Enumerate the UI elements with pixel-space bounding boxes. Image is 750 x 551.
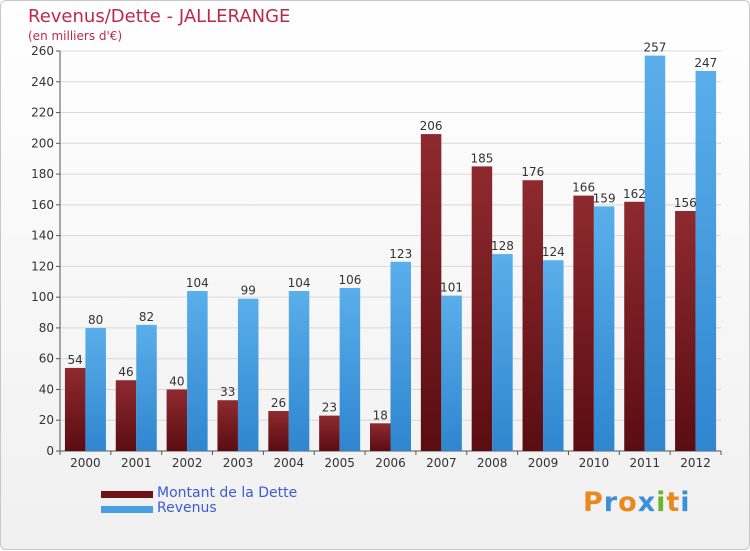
bar-revenus (187, 291, 208, 451)
y-tick-label: 140 (31, 229, 54, 243)
bar-revenus (85, 327, 106, 451)
x-tick-label: 2000 (70, 456, 101, 470)
bar-value-label: 80 (88, 313, 103, 327)
legend-label-debt: Montant de la Dette (157, 485, 298, 501)
x-tick-label: 2006 (375, 456, 406, 470)
bar-value-label: 26 (271, 396, 286, 410)
bar-value-label: 162 (623, 187, 646, 201)
bar-dette (522, 180, 544, 451)
y-tick-label: 160 (31, 198, 54, 212)
bar-dette (64, 367, 86, 451)
bar-dette (166, 389, 188, 451)
bar-dette (624, 201, 645, 451)
bar-value-label: 33 (220, 385, 235, 399)
bar-dette (217, 400, 238, 451)
x-tick-label: 2012 (680, 456, 711, 470)
bar-value-label: 257 (644, 41, 667, 55)
logo-letter: i (680, 487, 691, 518)
logo-letter: i (656, 487, 667, 518)
bar-value-label: 206 (420, 119, 443, 133)
bar-revenus (543, 260, 564, 451)
bar-revenus (441, 295, 462, 451)
y-tick-label: 220 (31, 106, 54, 120)
bar-value-label: 104 (288, 276, 311, 290)
bar-value-label: 176 (521, 165, 544, 179)
y-tick-label: 260 (31, 44, 54, 58)
logo-letter: o (618, 487, 638, 518)
x-tick-label: 2004 (274, 456, 305, 470)
y-tick-label: 180 (31, 167, 54, 181)
y-tick-label: 80 (39, 321, 54, 335)
y-tick-label: 200 (31, 136, 54, 150)
bar-revenus (288, 291, 310, 451)
bar-dette (420, 134, 442, 452)
x-tick-label: 2007 (426, 456, 457, 470)
bar-dette (471, 166, 493, 451)
bar-revenus (644, 55, 666, 451)
y-tick-label: 240 (31, 75, 54, 89)
bar-value-label: 40 (169, 374, 184, 388)
bar-dette (319, 415, 340, 451)
logo-letter: P (583, 487, 604, 518)
bar-revenus (339, 287, 361, 451)
bar-revenus (593, 206, 615, 451)
y-tick-label: 0 (46, 444, 54, 458)
proxiti-logo: Proxiti (583, 487, 691, 518)
logo-letter: r (603, 487, 619, 518)
bar-value-label: 156 (674, 196, 697, 210)
bar-value-label: 159 (593, 191, 616, 205)
legend-swatch-debt (101, 491, 153, 498)
y-tick-label: 20 (39, 413, 54, 427)
bar-revenus (390, 261, 411, 451)
bar-value-label: 46 (118, 365, 133, 379)
bar-value-label: 99 (241, 284, 256, 298)
y-tick-label: 100 (31, 290, 54, 304)
legend-label-revenus: Revenus (157, 500, 217, 516)
y-tick-label: 60 (39, 352, 54, 366)
chart-title: Revenus/Dette - JALLERANGE (28, 6, 291, 27)
bar-revenus (695, 71, 717, 451)
x-tick-label: 2005 (324, 456, 355, 470)
bar-revenus (492, 254, 513, 451)
bar-value-label: 247 (694, 56, 717, 70)
bar-value-label: 185 (470, 151, 493, 165)
bar-value-label: 101 (440, 281, 463, 295)
bar-value-label: 54 (68, 353, 83, 367)
y-tick-label: 40 (39, 382, 54, 396)
x-tick-label: 2009 (528, 456, 559, 470)
bar-value-label: 128 (491, 239, 514, 253)
bar-dette (115, 380, 137, 451)
bar-dette (268, 411, 289, 451)
bar-dette (573, 195, 594, 451)
logo-letter: t (666, 487, 681, 518)
bar-value-label: 124 (542, 245, 565, 259)
y-tick-label: 120 (31, 259, 54, 273)
x-tick-label: 2011 (629, 456, 660, 470)
legend-swatch-revenus (101, 506, 153, 513)
logo-letter: x (637, 487, 657, 518)
x-tick-label: 2008 (477, 456, 508, 470)
bar-value-label: 18 (373, 408, 388, 422)
x-tick-label: 2003 (223, 456, 254, 470)
x-tick-label: 2010 (579, 456, 610, 470)
bar-dette (370, 423, 391, 451)
bar-revenus (237, 298, 259, 451)
chart-subtitle: (en milliers d'€) (28, 29, 123, 43)
bar-value-label: 23 (322, 401, 337, 415)
bar-value-label: 104 (186, 276, 209, 290)
bar-value-label: 166 (572, 181, 595, 195)
bar-value-label: 82 (139, 310, 154, 324)
x-tick-label: 2002 (172, 456, 203, 470)
bar-revenus (136, 324, 157, 451)
bar-dette (675, 211, 696, 451)
bar-value-label: 123 (389, 247, 412, 261)
x-tick-label: 2001 (121, 456, 152, 470)
bar-value-label: 106 (338, 273, 361, 287)
